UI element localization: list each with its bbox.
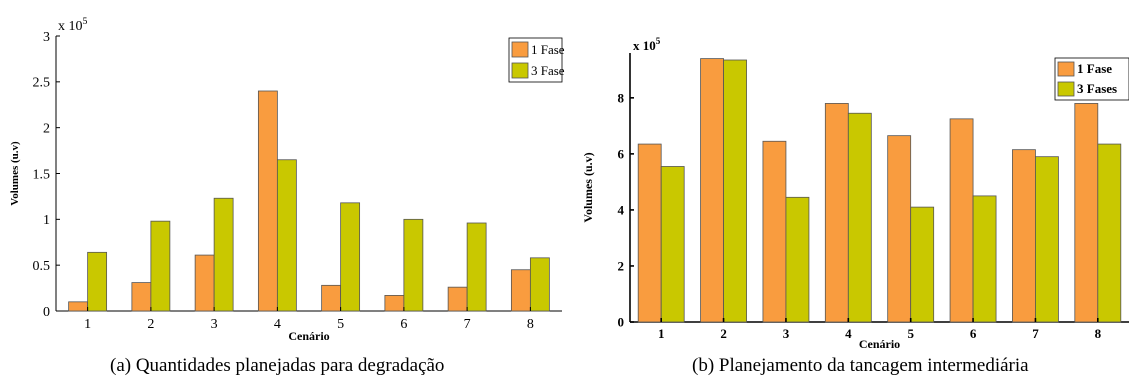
bar-2-1 — [660, 166, 685, 323]
y-tick-label: 4 — [618, 202, 625, 217]
x-tick-label: 7 — [464, 317, 471, 332]
y-tick-label: 0 — [43, 305, 50, 320]
legend-swatch-2 — [511, 62, 529, 79]
y-tick-label: 6 — [618, 146, 625, 161]
legend-swatch-1 — [511, 41, 529, 58]
chart-a: 0 0.5 1 1.5 2 2.5 3 1 2 3 4 5 6 7 8 x 105 Cenário Volumes… — [9, 16, 565, 343]
bar-1-4 — [824, 103, 849, 323]
y-axis-label: Volumes (u.v) — [9, 141, 21, 206]
x-tick-label: 8 — [527, 317, 534, 332]
bar-1-1 — [637, 143, 662, 323]
legend-label-2: 3 Fases — [1077, 81, 1117, 96]
bar-1-5 — [321, 284, 342, 312]
x-tick-label: 8 — [1095, 326, 1102, 341]
x-tick-label: 3 — [211, 317, 218, 332]
bar-2-7 — [1035, 156, 1059, 323]
bar-2-5 — [910, 206, 935, 323]
y-tick-label: 1 — [43, 213, 50, 228]
bar-2-5 — [340, 202, 361, 312]
x-axis-label: Cenário — [288, 329, 329, 343]
y-tick-label: 2 — [618, 259, 625, 274]
legend-label-2: 3 Fases — [531, 63, 565, 78]
bar-2-8 — [1097, 143, 1122, 323]
x-axis-label: Cenário — [859, 337, 900, 350]
x-tick-label: 2 — [720, 326, 727, 341]
bar-1-4 — [257, 90, 278, 312]
bar-1-7 — [1012, 149, 1036, 323]
y-tick-label: 0.5 — [33, 259, 51, 274]
bar-2-8 — [529, 257, 550, 312]
bar-1-3 — [194, 254, 215, 312]
legend-swatch-1 — [1057, 61, 1075, 77]
y-tick-label: 3 — [43, 30, 50, 45]
x-tick-label: 3 — [783, 326, 790, 341]
caption-a: (a) Quantidades planejadas para degradaç… — [110, 355, 445, 376]
bar-2-7 — [466, 222, 487, 312]
caption-b: (b) Planejamento da tancagem intermediár… — [692, 355, 1029, 376]
x-tick-label: 2 — [147, 317, 154, 332]
bar-1-7 — [447, 286, 468, 312]
y-tick-label: 0 — [618, 315, 625, 330]
bar-2-6 — [403, 218, 424, 312]
x-tick-label: 7 — [1032, 326, 1039, 341]
y-tick-label: 1.5 — [33, 167, 51, 182]
chart-b: 0 2 4 6 8 1 2 3 4 5 6 7 8 x 105 Cenário Volumes (u.v) 1 … — [581, 36, 1129, 350]
y-exponent-label: x 105 — [633, 36, 661, 53]
x-tick-label: 5 — [907, 326, 914, 341]
bar-2-4 — [847, 112, 872, 323]
bar-1-1 — [68, 301, 89, 312]
y-axis-label: Volumes (u.v) — [581, 152, 595, 222]
bar-2-1 — [87, 251, 108, 312]
y-tick-label: 2 — [43, 122, 50, 137]
bar-1-6 — [949, 118, 974, 323]
x-tick-label: 4 — [274, 317, 281, 332]
bar-2-2 — [723, 59, 747, 323]
bar-2-6 — [972, 195, 997, 323]
y-tick-label: 8 — [618, 90, 625, 105]
legend-swatch-2 — [1057, 81, 1075, 97]
bar-1-6 — [384, 295, 405, 312]
x-tick-label: 1 — [84, 317, 91, 332]
x-tick-label: 6 — [400, 317, 407, 332]
bar-1-8 — [510, 269, 531, 312]
legend-label-1: 1 Fase — [1077, 61, 1112, 76]
bar-2-2 — [150, 220, 171, 312]
legend-label-1: 1 Fase — [531, 42, 565, 57]
x-tick-label: 5 — [337, 317, 344, 332]
bar-1-5 — [887, 135, 912, 323]
x-tick-label: 4 — [845, 326, 852, 341]
bar-1-3 — [762, 140, 787, 323]
bar-2-3 — [213, 197, 234, 312]
bar-2-4 — [276, 159, 297, 312]
bar-1-2 — [131, 282, 152, 312]
y-tick-label: 2.5 — [33, 76, 51, 91]
x-tick-label: 1 — [658, 326, 665, 341]
x-tick-label: 6 — [970, 326, 977, 341]
bar-2-3 — [785, 196, 810, 323]
bar-1-2 — [700, 58, 724, 323]
bar-1-8 — [1074, 103, 1099, 323]
y-exponent-label: x 105 — [58, 16, 88, 34]
